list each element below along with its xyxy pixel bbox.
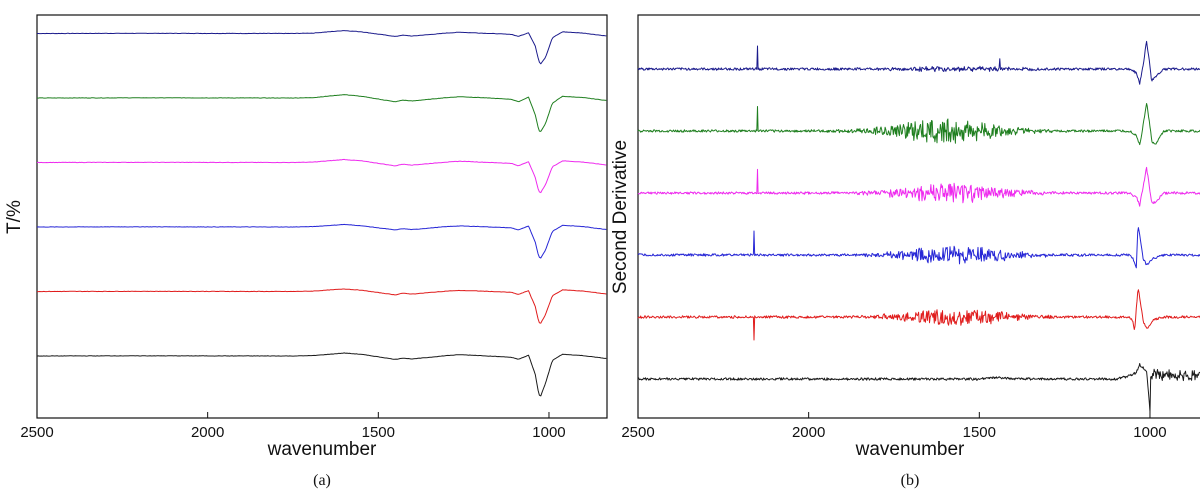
y-axis-label-b: Second Derivative bbox=[610, 140, 631, 294]
series-line-a-4 bbox=[36, 223, 607, 259]
series-group-b bbox=[637, 40, 1200, 413]
series-line-a-2 bbox=[36, 94, 607, 132]
series-line-b-5 bbox=[637, 289, 1200, 341]
series-group-a bbox=[36, 30, 607, 397]
series-line-a-3 bbox=[36, 158, 607, 194]
plot-area-a bbox=[36, 14, 608, 419]
x-tick-label: 2000 bbox=[792, 424, 825, 441]
caption-b: (b) bbox=[901, 472, 920, 489]
x-tick-label: 2000 bbox=[191, 424, 224, 441]
x-axis-label-b: wavenumber bbox=[855, 439, 965, 460]
series-line-b-1 bbox=[637, 40, 1200, 85]
series-line-b-4 bbox=[637, 227, 1200, 269]
series-line-a-5 bbox=[36, 288, 607, 324]
series-line-b-6 bbox=[637, 363, 1200, 413]
series-line-b-3 bbox=[637, 166, 1200, 207]
x-ticks-a: 2500 2000 1500 1000 bbox=[20, 412, 566, 441]
y-axis-label-a: T/% bbox=[4, 200, 25, 234]
series-line-b-2 bbox=[637, 103, 1200, 146]
caption-a: (a) bbox=[313, 472, 331, 489]
series-line-a-6 bbox=[36, 352, 607, 397]
x-tick-label: 1500 bbox=[362, 424, 395, 441]
x-tick-label: 2500 bbox=[621, 424, 654, 441]
x-tick-label: 1000 bbox=[1133, 424, 1166, 441]
x-axis-label-a: wavenumber bbox=[267, 439, 377, 460]
x-tick-label: 1000 bbox=[532, 424, 565, 441]
plot-area-b bbox=[637, 14, 1200, 419]
x-ticks-b: 2500 2000 1500 1000 bbox=[621, 412, 1167, 441]
panel-b: 2500 2000 1500 1000 wavenumber Second Deriv… bbox=[610, 14, 1200, 489]
x-tick-label: 2500 bbox=[20, 424, 53, 441]
x-tick-label: 1500 bbox=[963, 424, 996, 441]
panel-a: 2500 2000 1500 1000 wavenumber T/% (a) bbox=[4, 14, 608, 489]
series-line-a-1 bbox=[37, 30, 607, 65]
